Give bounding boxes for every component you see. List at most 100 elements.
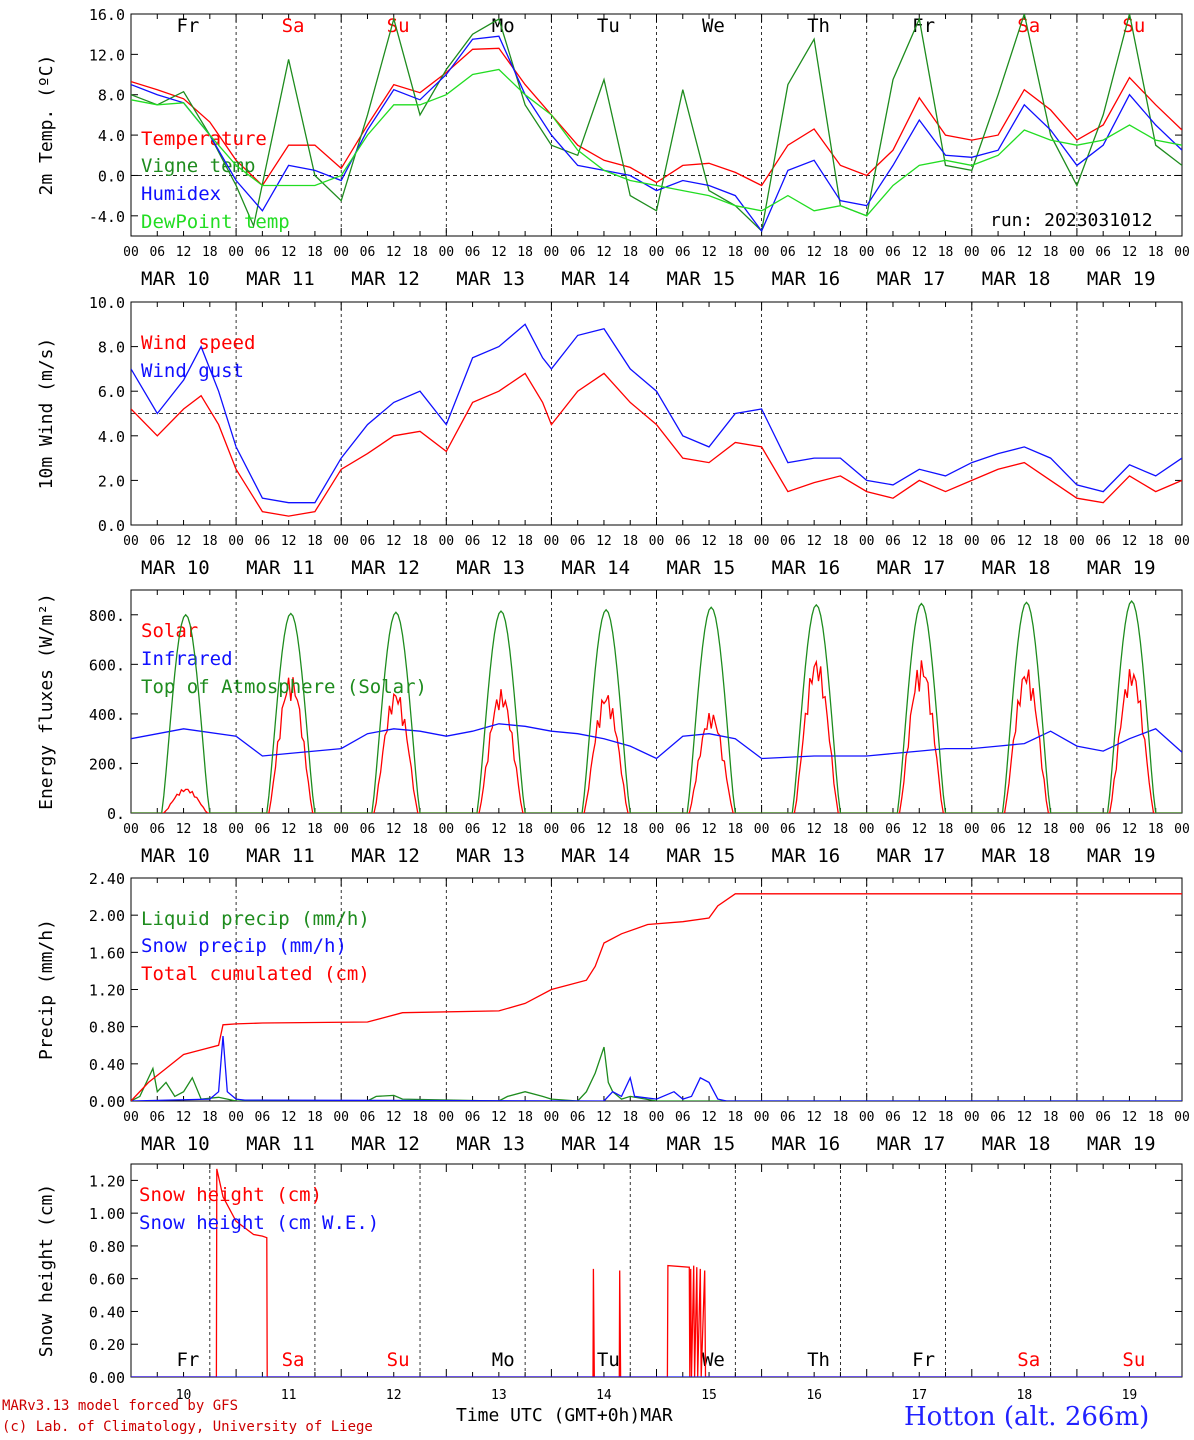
y-tick-label: 2.00 (89, 907, 125, 925)
x-day-number: 17 (911, 1388, 927, 1403)
x-day-number: 15 (701, 1388, 717, 1403)
x-hour-label: 00 (754, 245, 770, 260)
footer-copyright-line: (c) Lab. of Climatology, University of L… (2, 1419, 373, 1435)
x-hour-label: 06 (149, 822, 165, 837)
y-tick-label: 1.60 (89, 944, 125, 962)
x-hour-label: 00 (754, 822, 770, 837)
x-hour-label: 06 (255, 1110, 271, 1125)
x-hour-label: 00 (754, 534, 770, 549)
x-date-label: MAR 15 (667, 268, 736, 290)
day-name-label: Su (1122, 1349, 1145, 1371)
y-tick-label: 600. (89, 656, 125, 674)
legend-entry: Solar (141, 620, 198, 642)
x-date-label: MAR 11 (246, 845, 315, 867)
x-hour-label: 06 (255, 534, 271, 549)
x-date-label: MAR 12 (351, 268, 420, 290)
series-line-2 (131, 1035, 1182, 1101)
x-hour-label: 00 (649, 245, 665, 260)
legend-entry: Snow height (cm) (139, 1184, 322, 1206)
station-label: Hotton (alt. 266m) (904, 1402, 1150, 1432)
x-hour-label: 06 (360, 534, 376, 549)
x-hour-label: 18 (727, 245, 743, 260)
x-date-label: MAR 12 (351, 845, 420, 867)
x-hour-label: 12 (701, 245, 717, 260)
x-hour-label: 12 (1122, 245, 1138, 260)
x-date-label: MAR 12 (351, 1133, 420, 1155)
x-hour-label: 00 (123, 245, 139, 260)
day-name-label: Sa (1017, 15, 1040, 37)
panel-3: 0. 200. 400. 600. 800. Energy fluxes (W/m²) 00… (36, 589, 1190, 867)
x-hour-label: 06 (780, 534, 796, 549)
x-date-label: MAR 10 (141, 1133, 210, 1155)
x-hour-label: 18 (412, 245, 428, 260)
x-hour-label: 18 (517, 534, 533, 549)
x-hour-label: 12 (596, 245, 612, 260)
x-hour-label: 12 (491, 534, 507, 549)
x-hour-label: 06 (149, 1110, 165, 1125)
x-hour-label: 12 (911, 1110, 927, 1125)
day-name-label: Th (807, 15, 830, 37)
x-axis-month: MAR (640, 1405, 673, 1426)
run-label: run: 2023031012 (990, 210, 1153, 231)
x-hour-label: 18 (412, 534, 428, 549)
x-hour-label: 12 (701, 1110, 717, 1125)
x-hour-label: 00 (1069, 245, 1085, 260)
x-date-label: MAR 14 (561, 268, 630, 290)
x-date-label: MAR 18 (982, 268, 1051, 290)
y-tick-label: 8.0 (98, 87, 125, 105)
day-name-label: Sa (282, 15, 305, 37)
x-hour-label: 12 (491, 1110, 507, 1125)
series-line-4 (131, 68, 1182, 217)
x-hour-label: 00 (1069, 822, 1085, 837)
x-date-label: MAR 13 (456, 1133, 525, 1155)
x-hour-label: 18 (412, 1110, 428, 1125)
x-hour-label: 12 (1017, 534, 1033, 549)
x-hour-label: 18 (307, 822, 323, 837)
x-hour-label: 06 (1095, 534, 1111, 549)
x-hour-label: 12 (1017, 822, 1033, 837)
x-hour-label: 06 (465, 1110, 481, 1125)
x-day-number: 16 (806, 1388, 822, 1403)
x-date-label: MAR 16 (772, 1133, 841, 1155)
x-hour-label: 12 (596, 534, 612, 549)
y-tick-label: 4.0 (98, 127, 125, 145)
y-tick-label: 0.80 (89, 1238, 125, 1256)
legend-entry: Infrared (141, 648, 233, 670)
x-hour-label: 12 (386, 822, 402, 837)
x-hour-label: 18 (202, 245, 218, 260)
x-hour-label: 06 (885, 822, 901, 837)
footer-model-line: MARv3.13 model forced by GFS (2, 1398, 239, 1414)
x-hour-label: 12 (281, 1110, 297, 1125)
y-tick-label: 10.0 (89, 294, 125, 312)
series-line-1 (131, 1046, 1182, 1101)
x-hour-label: 18 (622, 822, 638, 837)
x-date-label: MAR 11 (246, 268, 315, 290)
x-hour-label: 12 (281, 822, 297, 837)
x-hour-label: 06 (885, 245, 901, 260)
x-hour-label: 06 (885, 534, 901, 549)
legend-entry: Top of Atmosphere (Solar) (141, 676, 427, 698)
x-day-number: 18 (1017, 1388, 1033, 1403)
x-hour-label: 12 (911, 245, 927, 260)
x-date-label: MAR 19 (1087, 845, 1156, 867)
y-tick-label: 8.0 (98, 339, 125, 357)
x-axis-title-text: Time UTC (GMT+0h) (456, 1405, 641, 1426)
x-date-label: MAR 16 (772, 268, 841, 290)
x-date-label: MAR 16 (772, 557, 841, 579)
x-hour-label: 18 (412, 822, 428, 837)
x-hour-label: 18 (1148, 822, 1164, 837)
day-name-label: Sa (1017, 1349, 1040, 1371)
x-hour-label: 18 (622, 245, 638, 260)
x-hour-label: 00 (228, 245, 244, 260)
x-date-label: MAR 14 (561, 845, 630, 867)
x-date-label: MAR 10 (141, 557, 210, 579)
x-hour-label: 12 (806, 534, 822, 549)
x-hour-label: 00 (964, 822, 980, 837)
y-tick-label: 0.80 (89, 1019, 125, 1037)
y-tick-label: 4.0 (98, 428, 125, 446)
panel-1: -4.0 0.0 4.0 8.0 12.0 16.0 2m Temp. (ºC) 00 06 12… (36, 6, 1190, 290)
x-hour-label: 18 (202, 1110, 218, 1125)
x-hour-label: 06 (675, 245, 691, 260)
x-hour-label: 18 (833, 1110, 849, 1125)
